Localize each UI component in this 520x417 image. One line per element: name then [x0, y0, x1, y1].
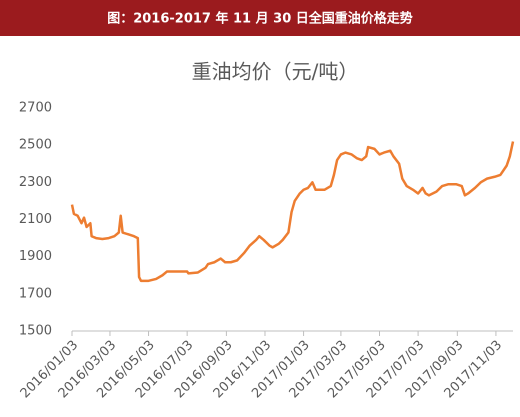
chart-title: 重油均价（元/吨）: [192, 60, 359, 84]
y-tick-label: 2300: [19, 175, 52, 190]
header-title: 图：2016-2017 年 11 月 30 日全国重油价格走势: [107, 11, 413, 27]
y-tick-label: 2500: [19, 138, 52, 153]
y-tick-label: 1700: [19, 286, 52, 301]
line-series: [70, 141, 515, 283]
y-tick-label: 2700: [19, 101, 52, 116]
y-tick-label: 2100: [19, 212, 52, 227]
header-bar: [0, 0, 520, 36]
y-tick-label: 1500: [19, 324, 52, 339]
y-tick-label: 1900: [19, 249, 52, 264]
